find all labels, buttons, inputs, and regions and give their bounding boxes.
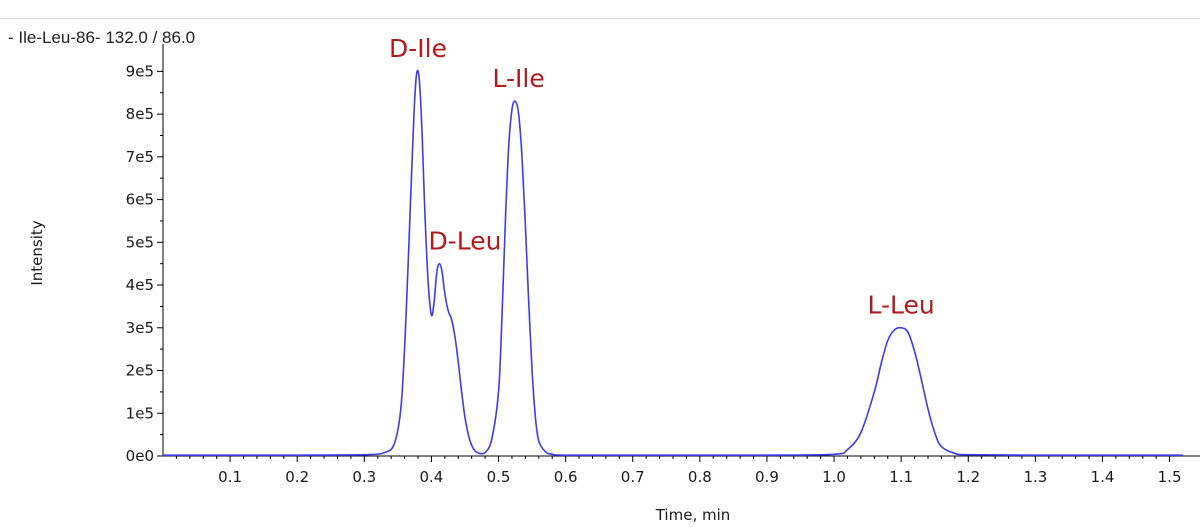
y-axis-ticks: 0e0 1e5 2e5 3e5 4e5 5e5 6e5 7e5 8e5 9e5	[126, 62, 163, 465]
x-tick-label: 0.6	[554, 468, 578, 486]
x-tick-label: 1.4	[1091, 468, 1115, 486]
y-tick-label: 7e5	[126, 148, 154, 166]
x-axis-title: Time, min	[655, 506, 731, 524]
x-tick-label: 1.5	[1158, 468, 1182, 486]
y-axis-title: Intensity	[28, 220, 46, 285]
y-tick-label: 6e5	[126, 191, 154, 209]
x-tick-label: 0.2	[285, 468, 309, 486]
y-tick-label: 5e5	[126, 233, 154, 251]
y-tick-label: 8e5	[126, 105, 154, 123]
y-tick-label: 0e0	[126, 447, 154, 465]
trace-title: - Ile-Leu-86- 132.0 / 86.0	[8, 28, 196, 47]
x-tick-label: 0.1	[218, 468, 242, 486]
x-tick-label: 1.2	[956, 468, 980, 486]
peak-label: D-Leu	[428, 227, 501, 256]
y-tick-label: 4e5	[126, 276, 154, 294]
top-divider	[0, 18, 1200, 19]
x-tick-label: 0.5	[487, 468, 511, 486]
y-tick-label: 2e5	[126, 362, 154, 380]
x-axis-ticks: 0.1 0.2 0.3 0.4 0.5 0.6 0.7 0.8 0.9 1.0 1.1 1.2 1.3 1…	[175, 456, 1182, 486]
x-tick-label: 0.3	[352, 468, 376, 486]
x-tick-label: 0.8	[688, 468, 712, 486]
x-tick-label: 0.9	[755, 468, 779, 486]
y-tick-label: 3e5	[126, 319, 154, 337]
x-tick-label: 0.4	[419, 468, 443, 486]
peak-labels: D-Ile L-Ile D-Leu L-Leu	[389, 34, 935, 319]
y-tick-label: 9e5	[126, 62, 154, 80]
intensity-trace-line	[162, 69, 1183, 457]
x-tick-label: 0.7	[621, 468, 645, 486]
x-tick-label: 1.1	[889, 468, 913, 486]
x-tick-label: 1.0	[822, 468, 846, 486]
y-tick-label: 1e5	[126, 404, 154, 422]
peak-label: L-Leu	[868, 291, 935, 320]
peak-label: D-Ile	[389, 34, 447, 63]
peak-label: L-Ile	[493, 64, 545, 93]
x-tick-label: 1.3	[1023, 468, 1047, 486]
